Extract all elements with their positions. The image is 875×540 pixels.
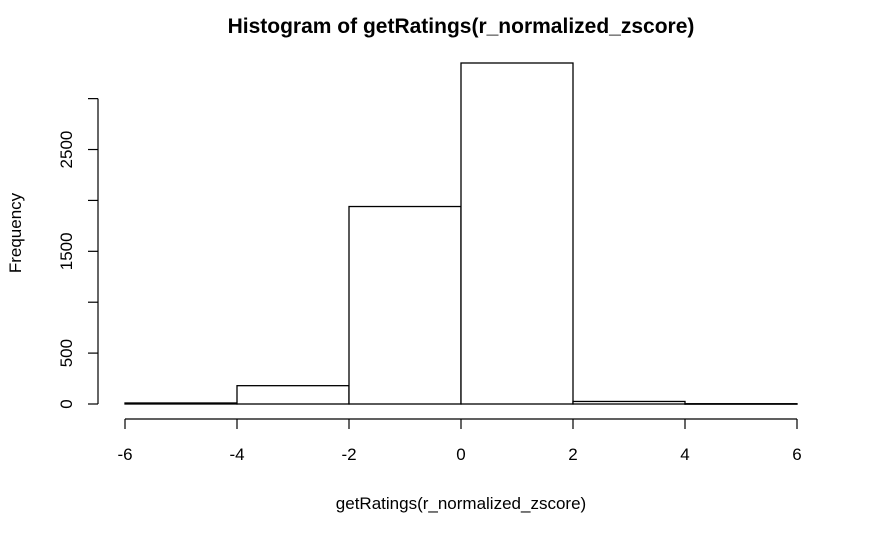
y-tick-label: 2500: [57, 131, 76, 169]
histogram-bar-2: [348, 205, 462, 405]
x-tick-label: 0: [456, 445, 465, 464]
y-tick-label: 1500: [57, 232, 76, 270]
y-tick-label: 0: [57, 399, 76, 408]
x-tick-label: 6: [792, 445, 801, 464]
histogram-bars: [124, 62, 798, 405]
histogram-bar-0: [124, 402, 238, 405]
x-tick-label: 4: [680, 445, 689, 464]
y-tick-label: 500: [57, 339, 76, 367]
y-axis: 0 500 1500 2500: [57, 98, 99, 409]
histogram-bar-5: [684, 403, 798, 405]
chart-title: Histogram of getRatings(r_normalized_zsc…: [228, 15, 695, 38]
x-tick-label: -6: [117, 445, 132, 464]
histogram-bar-1: [236, 385, 350, 405]
x-tick-label: 2: [568, 445, 577, 464]
x-tick-label: -4: [229, 445, 244, 464]
x-axis: -6 -4 -2 0 2 4 6: [117, 418, 802, 464]
histogram-bar-3: [460, 62, 574, 405]
y-axis-label: Frequency: [6, 192, 25, 273]
x-tick-label: -2: [341, 445, 356, 464]
x-axis-label: getRatings(r_normalized_zscore): [336, 494, 586, 513]
histogram-bar-4: [572, 400, 686, 405]
